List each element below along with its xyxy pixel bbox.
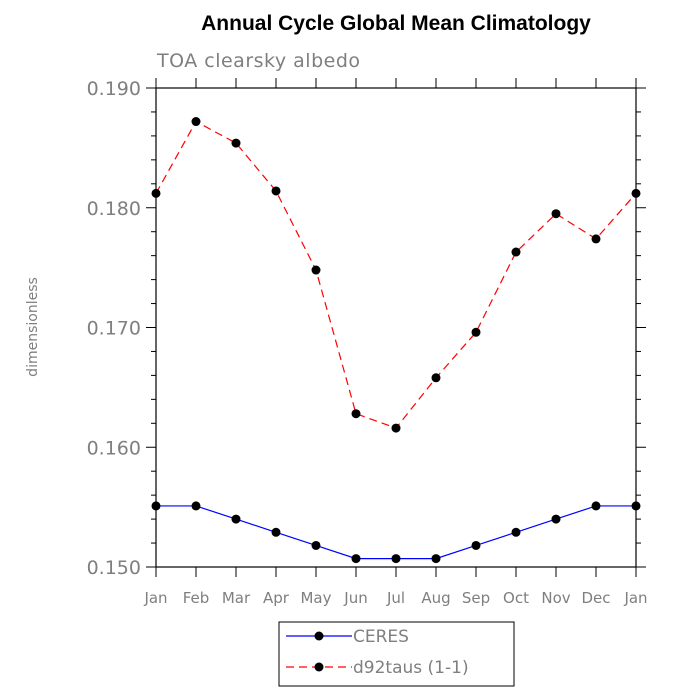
data-point (511, 247, 521, 257)
y-tick-label: 0.180 (87, 198, 141, 220)
x-tick-label: Feb (183, 589, 210, 607)
y-tick-label: 0.170 (87, 318, 141, 340)
legend-label-0: CERES (353, 627, 409, 647)
x-tick-label: Dec (581, 589, 610, 607)
x-tick-label: Jan (143, 589, 167, 607)
legend: CERES d92taus (1-1) (278, 621, 515, 687)
data-point (231, 514, 241, 524)
data-point (191, 501, 201, 511)
data-point (511, 527, 521, 537)
data-point (351, 554, 361, 564)
x-tick-label: Mar (222, 589, 251, 607)
data-point (591, 234, 601, 244)
legend-marker-1 (314, 662, 324, 672)
data-point (471, 327, 481, 337)
data-point (351, 409, 361, 419)
chart-subtitle: TOA clearsky albedo (156, 50, 361, 72)
x-tick-label: May (300, 589, 331, 607)
x-tick-label: Oct (503, 589, 529, 607)
y-tick-label: 0.190 (87, 78, 141, 100)
data-point (311, 540, 321, 550)
x-tick-label: Aug (421, 589, 450, 607)
legend-marker-0 (314, 631, 324, 641)
series-line-1 (155, 120, 637, 429)
data-point (431, 373, 441, 383)
data-point (431, 554, 441, 564)
x-tick-label: Apr (263, 589, 290, 607)
data-point (391, 554, 401, 564)
data-point (391, 423, 401, 433)
data-point (311, 265, 321, 275)
x-tick-label: Jun (343, 589, 367, 607)
y-axis-label: dimensionless (25, 277, 41, 377)
series-line-0 (156, 505, 636, 560)
data-point (271, 186, 281, 196)
x-tick-label: Nov (541, 589, 570, 607)
x-tick-label: Jul (386, 589, 405, 607)
data-point (471, 540, 481, 550)
data-point (231, 138, 241, 148)
axis-ticks: 0.150 0.160 0.170 0.180 0.190 Jan Feb Mar Apr May… (87, 78, 648, 607)
data-point (191, 117, 201, 127)
y-tick-label: 0.150 (87, 557, 141, 579)
x-tick-label: Sep (462, 589, 490, 607)
series-group (151, 117, 641, 564)
y-tick-label: 0.160 (87, 437, 141, 459)
legend-label-1: d92taus (1-1) (353, 658, 469, 678)
data-point (551, 514, 561, 524)
chart-title: Annual Cycle Global Mean Climatology (201, 12, 591, 35)
data-point (271, 527, 281, 537)
plot-frame (155, 87, 637, 568)
data-point (551, 209, 561, 219)
data-point (591, 501, 601, 511)
x-tick-label: Jan (623, 589, 647, 607)
